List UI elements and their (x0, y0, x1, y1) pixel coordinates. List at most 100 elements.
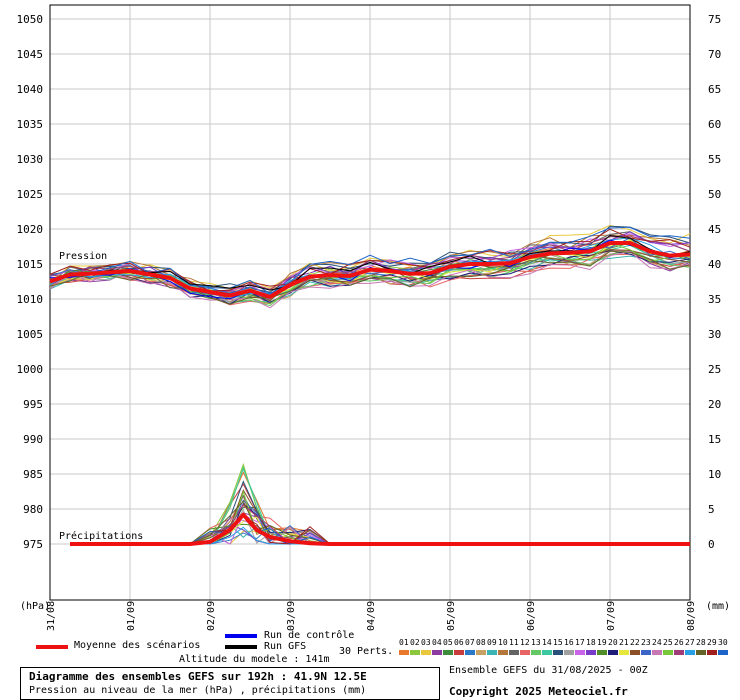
y-left-tick: 980 (23, 503, 43, 516)
pert-number: 04 (432, 638, 442, 647)
y-left-tick: 1000 (17, 363, 44, 376)
pert-color-swatch (410, 650, 420, 655)
pert-number: 26 (674, 638, 684, 647)
y-right-tick: 5 (708, 503, 715, 516)
pert-color-swatch (443, 650, 453, 655)
pert-color-swatch (641, 650, 651, 655)
member-precip-line (70, 523, 690, 545)
member-precip-line (70, 503, 690, 545)
tick-labels: 9759809859909951000100510101015102010251… (17, 13, 722, 631)
pert-color-swatch (608, 650, 618, 655)
pert-color-swatch (674, 650, 684, 655)
member-precip-line (70, 514, 690, 545)
member-precip-line (70, 499, 690, 545)
y-right-tick: 75 (708, 13, 721, 26)
member-precip-line (70, 480, 690, 545)
pert-color-swatch (520, 650, 530, 655)
pert-number: 12 (520, 638, 530, 647)
pert-number: 16 (564, 638, 574, 647)
gfs-legend-swatch (225, 645, 257, 649)
member-pressure-line (49, 225, 691, 293)
member-precip-line (70, 490, 690, 545)
pert-color-swatch (465, 650, 475, 655)
y-left-tick: 985 (23, 468, 43, 481)
y-left-tick: 990 (23, 433, 43, 446)
pert-color-swatch (619, 650, 629, 655)
member-precip-line (70, 471, 690, 545)
y-right-tick: 65 (708, 83, 721, 96)
pert-number: 24 (652, 638, 662, 647)
member-precip-line (70, 502, 690, 545)
pert-number: 08 (476, 638, 486, 647)
mean-legend-label: Moyenne des scénarios (74, 640, 201, 651)
member-precip-line (70, 489, 690, 545)
pert-number: 22 (630, 638, 640, 647)
member-precip-line (70, 516, 690, 545)
y-right-tick: 35 (708, 293, 721, 306)
pert-number: 13 (531, 638, 541, 647)
pert-number: 29 (707, 638, 717, 647)
y-left-tick: 1045 (17, 48, 44, 61)
plot-frame (49, 4, 691, 601)
y-right-tick: 50 (708, 188, 721, 201)
pert-number: 05 (443, 638, 453, 647)
pert-number: 25 (663, 638, 673, 647)
pert-color-swatch (696, 650, 706, 655)
pert-number: 06 (454, 638, 464, 647)
member-precip-line (70, 494, 690, 545)
pert-color-swatch (718, 650, 728, 655)
pressure-mean-line (49, 241, 691, 299)
gfs-legend-label: Run GFS (264, 641, 307, 652)
pert-number: 02 (410, 638, 420, 647)
y-left-tick: 1010 (17, 293, 44, 306)
pert-color-swatch (707, 650, 717, 655)
pert-color-swatch (542, 650, 552, 655)
x-tick: 03/09 (286, 601, 297, 631)
pert-number: 15 (553, 638, 563, 647)
pert-number: 10 (498, 638, 508, 647)
member-precip-line (70, 526, 690, 545)
pert-color-swatch (399, 650, 409, 655)
precip-series-label: Précipitations (59, 531, 144, 542)
y-left-tick: 1050 (17, 13, 44, 26)
member-precip-line (70, 462, 690, 545)
member-precip-line (70, 500, 690, 545)
y-right-tick: 20 (708, 398, 721, 411)
pert-color-swatch (575, 650, 585, 655)
member-pressure-line (49, 226, 691, 295)
y-right-tick: 25 (708, 363, 721, 376)
y-right-tick: 30 (708, 328, 721, 341)
y-left-tick: 1005 (17, 328, 44, 341)
x-tick: 04/09 (366, 601, 377, 631)
control-legend-swatch (225, 634, 257, 638)
member-precip-line (70, 504, 690, 545)
member-precip-line (70, 467, 690, 545)
x-tick: 07/09 (606, 601, 617, 631)
y-right-tick: 15 (708, 433, 721, 446)
precip-mean-line (70, 512, 690, 546)
x-tick: 05/09 (446, 601, 457, 631)
y-left-tick: 1040 (17, 83, 44, 96)
y-right-tick: 60 (708, 118, 721, 131)
copyright: Copyright 2025 Meteociel.fr (449, 685, 628, 698)
model-altitude: Altitude du modele : 141m (179, 654, 330, 665)
run-info: Ensemble GEFS du 31/08/2025 - 00Z (449, 665, 648, 676)
y-left-tick: 975 (23, 538, 43, 551)
member-pressure-line (49, 224, 691, 290)
pert-color-swatch (630, 650, 640, 655)
pert-color-swatch (498, 650, 508, 655)
x-tick: 08/09 (686, 601, 697, 631)
y-right-tick: 0 (708, 538, 715, 551)
y-left-tick: 1015 (17, 258, 44, 271)
pert-number: 09 (487, 638, 497, 647)
x-tick: 02/09 (206, 601, 217, 631)
pert-number: 21 (619, 638, 629, 647)
pressure-series-label: Pression (59, 251, 108, 262)
member-precip-line (70, 523, 690, 545)
member-precip-line (70, 523, 690, 545)
pert-number: 30 (718, 638, 728, 647)
member-precip-line (70, 525, 690, 545)
pert-color-swatch (476, 650, 486, 655)
pert-number: 28 (696, 638, 706, 647)
